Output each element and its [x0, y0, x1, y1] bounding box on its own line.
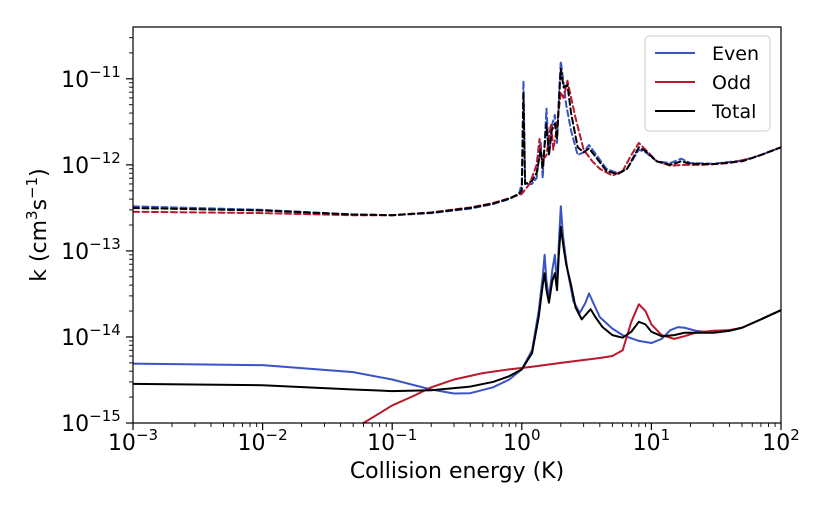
x-tick-label-1: 10−2	[238, 426, 288, 456]
series-layer	[133, 60, 781, 423]
plot-frame	[132, 26, 782, 424]
legend-box	[644, 35, 771, 132]
x-axis-label: Collision energy (K)	[350, 459, 564, 484]
y-tick-label-4: 10−11	[61, 63, 121, 93]
legend-label-1: Odd	[712, 72, 751, 94]
y-tick-label-1: 10−14	[61, 321, 121, 351]
x-tick-label-2: 10−1	[367, 426, 417, 456]
x-tick-label-3: 100	[503, 426, 541, 456]
series-line-1	[362, 303, 781, 423]
x-tick-label-4: 101	[633, 426, 671, 456]
y-tick-label-0: 10−15	[61, 407, 121, 437]
y-axis-label-end: )	[27, 168, 52, 177]
y-tick-label-3: 10−12	[61, 149, 121, 179]
legend: Even Odd Total	[644, 35, 771, 132]
legend-label-0: Even	[712, 43, 759, 65]
y-axis-label: k (cm3s−1)	[23, 168, 52, 282]
x-tick-label-0: 10−3	[108, 426, 158, 456]
tick-layer: 10−3 10−2 10−1 100 101 102 10−15 10−14 10−13 10−1…	[61, 37, 800, 456]
series-line-5	[133, 68, 781, 217]
y-axis-label-sup2: −1	[23, 177, 41, 199]
series-line-2	[133, 225, 781, 393]
legend-label-2: Total	[711, 101, 756, 123]
y-axis-label-sup1: 3	[23, 210, 41, 220]
y-tick-label-2: 10−13	[61, 235, 121, 265]
x-tick-label-5: 102	[762, 426, 800, 456]
y-axis-label-main: k (cm	[27, 220, 52, 282]
y-axis-label-mid: s	[27, 199, 52, 210]
